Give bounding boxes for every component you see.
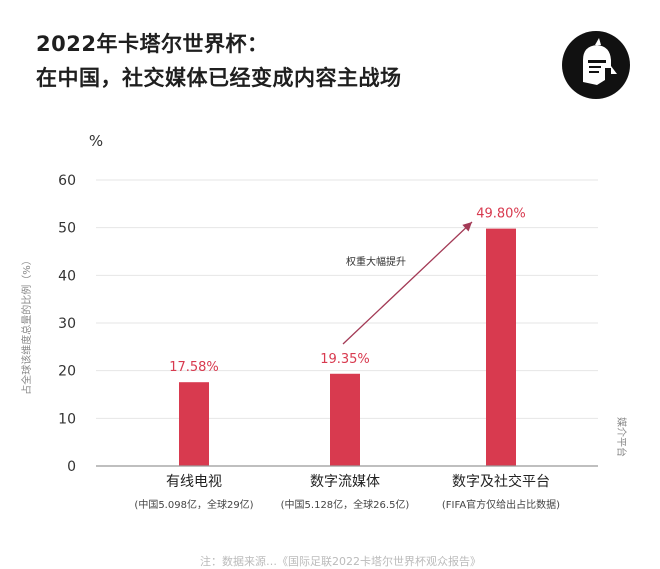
y-tick-label: 10 (58, 411, 76, 427)
y-tick-label: 30 (58, 316, 76, 332)
arrow-line (342, 221, 473, 345)
y-axis-label: 占全球该维度总量的比例（%） (20, 255, 33, 395)
category-sublabel: (中国5.098亿，全球29亿) (134, 498, 253, 511)
knight-helmet-logo-icon (562, 31, 630, 99)
trend-arrow (342, 221, 473, 345)
annotation-text: 权重大幅提升 (346, 255, 406, 268)
bar (330, 373, 360, 466)
category-label: 有线电视 (166, 474, 222, 490)
y-tick-label: 50 (58, 221, 76, 237)
category-label: 数字及社交平台 (452, 473, 550, 490)
y-tick-label: 0 (67, 459, 76, 475)
arrow-head (462, 222, 472, 232)
bar-value-label: 17.58% (169, 360, 219, 375)
category-sublabel: (中国5.128亿，全球26.5亿) (281, 498, 410, 511)
bars: 17.58% 有线电视 (中国5.098亿，全球29亿) 19.35% 数字流媒体 (中国… (134, 207, 560, 511)
y-tick-label: 40 (58, 268, 76, 284)
y-axis-unit: % (89, 132, 103, 150)
bar (486, 228, 516, 466)
source-footnote: 注：数据来源…《国际足联2022卡塔尔世界杯观众报告》 (200, 555, 481, 568)
y-tick-label: 60 (58, 173, 76, 189)
bar (179, 382, 209, 466)
x-axis-label: 媒介平台 (615, 417, 628, 457)
title-line-2: 在中国，社交媒体已经变成内容主战场 (36, 66, 402, 90)
category-label: 数字流媒体 (310, 474, 380, 490)
title-line-1: 2022年卡塔尔世界杯： (36, 32, 269, 56)
y-tick-label: 20 (58, 364, 76, 380)
y-axis-ticks: 0 10 20 30 40 50 60 (58, 173, 76, 475)
category-sublabel: (FIFA官方仅给出占比数据) (442, 498, 560, 511)
bar-value-label: 49.80% (476, 207, 526, 222)
bar-value-label: 19.35% (320, 352, 370, 367)
